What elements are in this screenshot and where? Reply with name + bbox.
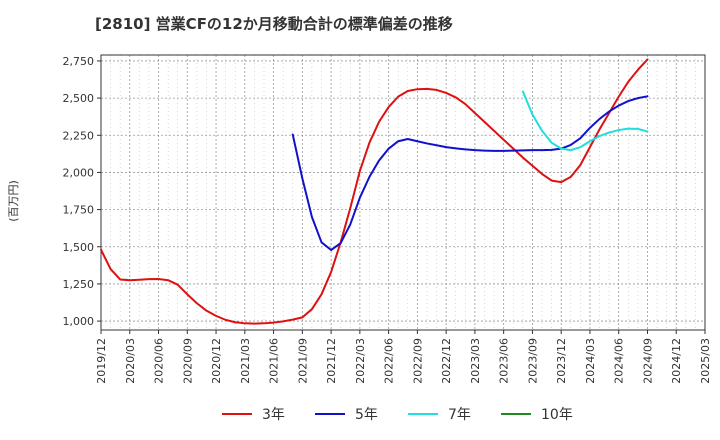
x-tick-label: 2021/03 [239,338,252,384]
x-tick-label: 2023/12 [555,338,568,384]
x-tick-label: 2024/09 [641,338,654,384]
series-line-2 [521,90,649,152]
y-tick-label: 2,000 [63,166,95,179]
y-tick-label: 1,000 [63,315,95,328]
legend-label: 3年 [262,407,285,423]
x-tick-label: 2022/03 [354,338,367,384]
x-tick-label: 2020/12 [210,338,223,384]
y-axis-label: (百万円) [7,180,20,222]
y-tick-labels: 1,000 1,250 1,500 1,750 2,000 2,250 2,500 2,750 [63,55,101,328]
y-tick-label: 1,750 [63,204,95,217]
x-tick-labels: 2019/12 2020/03 2020/06 2020/09 2020/12 2021/… [95,330,712,384]
plot-frame [100,54,706,331]
y-tick-label: 1,500 [63,241,95,254]
legend-label: 10年 [541,407,573,423]
x-tick-label: 2024/06 [613,338,626,384]
y-tick-label: 2,750 [63,55,95,68]
series-line-1 [291,95,649,252]
x-tick-label: 2021/12 [325,338,338,384]
y-tick-label: 2,500 [63,92,95,105]
x-tick-label: 2021/06 [268,338,281,384]
x-tick-label: 2022/12 [440,338,453,384]
x-tick-label: 2024/12 [670,338,683,384]
x-tick-label: 2023/09 [526,338,539,384]
series-line-0 [100,58,649,325]
x-tick-label: 2025/03 [699,338,712,384]
legend-label: 7年 [448,407,471,423]
x-tick-label: 2023/03 [469,338,482,384]
legend-label: 5年 [355,407,378,423]
x-tick-label: 2022/09 [411,338,424,384]
grid-layer [100,55,706,330]
y-tick-label: 2,250 [63,129,95,142]
y-tick-label: 1,250 [63,278,95,291]
x-tick-label: 2020/03 [124,338,137,384]
x-tick-label: 2021/09 [296,338,309,384]
x-tick-label: 2019/12 [95,338,108,384]
chart-title: [2810] 営業CFの12か月移動合計の標準偏差の推移 [95,15,453,33]
legend: 3年 5年 7年 10年 [222,407,573,423]
x-tick-label: 2020/06 [153,338,166,384]
series-layer [100,58,649,325]
x-tick-label: 2023/06 [498,338,511,384]
x-tick-label: 2024/03 [584,338,597,384]
x-tick-label: 2020/09 [181,338,194,384]
x-tick-label: 2022/06 [383,338,396,384]
